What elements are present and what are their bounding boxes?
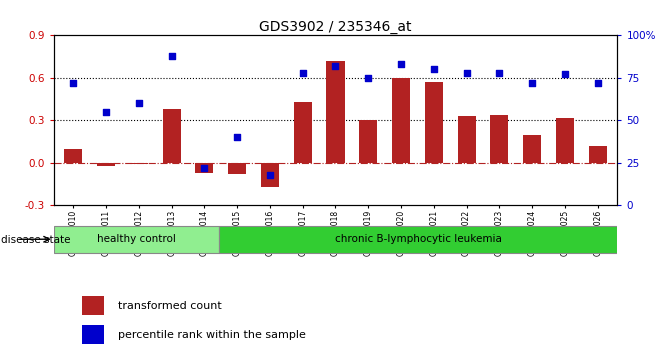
Bar: [162, 109, 180, 163]
Point: [494, 70, 505, 76]
FancyBboxPatch shape: [54, 226, 219, 253]
Point: [297, 70, 308, 76]
Point: [560, 72, 570, 77]
Bar: [82, 296, 105, 315]
Bar: [82, 325, 105, 344]
Bar: [130, 163, 148, 164]
Bar: [294, 102, 312, 163]
Text: transformed count: transformed count: [119, 301, 222, 311]
Bar: [261, 163, 279, 187]
Point: [527, 80, 537, 86]
Point: [396, 62, 407, 67]
Point: [330, 63, 341, 69]
FancyBboxPatch shape: [219, 226, 617, 253]
Point: [429, 67, 440, 72]
Bar: [425, 82, 443, 163]
Bar: [327, 61, 344, 163]
Point: [166, 53, 177, 59]
Bar: [228, 163, 246, 174]
Text: percentile rank within the sample: percentile rank within the sample: [119, 330, 307, 339]
Bar: [523, 135, 541, 163]
Text: disease state: disease state: [1, 235, 70, 245]
Point: [199, 165, 210, 171]
Point: [134, 101, 144, 106]
Bar: [97, 163, 115, 166]
Text: chronic B-lymphocytic leukemia: chronic B-lymphocytic leukemia: [335, 234, 502, 244]
Point: [101, 109, 111, 115]
Point: [231, 135, 242, 140]
Bar: [359, 120, 377, 163]
Bar: [588, 146, 607, 163]
Point: [592, 80, 603, 86]
Bar: [458, 116, 476, 163]
Title: GDS3902 / 235346_at: GDS3902 / 235346_at: [259, 21, 412, 34]
Bar: [64, 149, 83, 163]
Text: healthy control: healthy control: [97, 234, 176, 244]
Point: [68, 80, 79, 86]
Bar: [556, 118, 574, 163]
Bar: [491, 115, 509, 163]
Bar: [392, 78, 410, 163]
Point: [363, 75, 374, 81]
Point: [461, 70, 472, 76]
Point: [264, 172, 275, 178]
Bar: [195, 163, 213, 173]
